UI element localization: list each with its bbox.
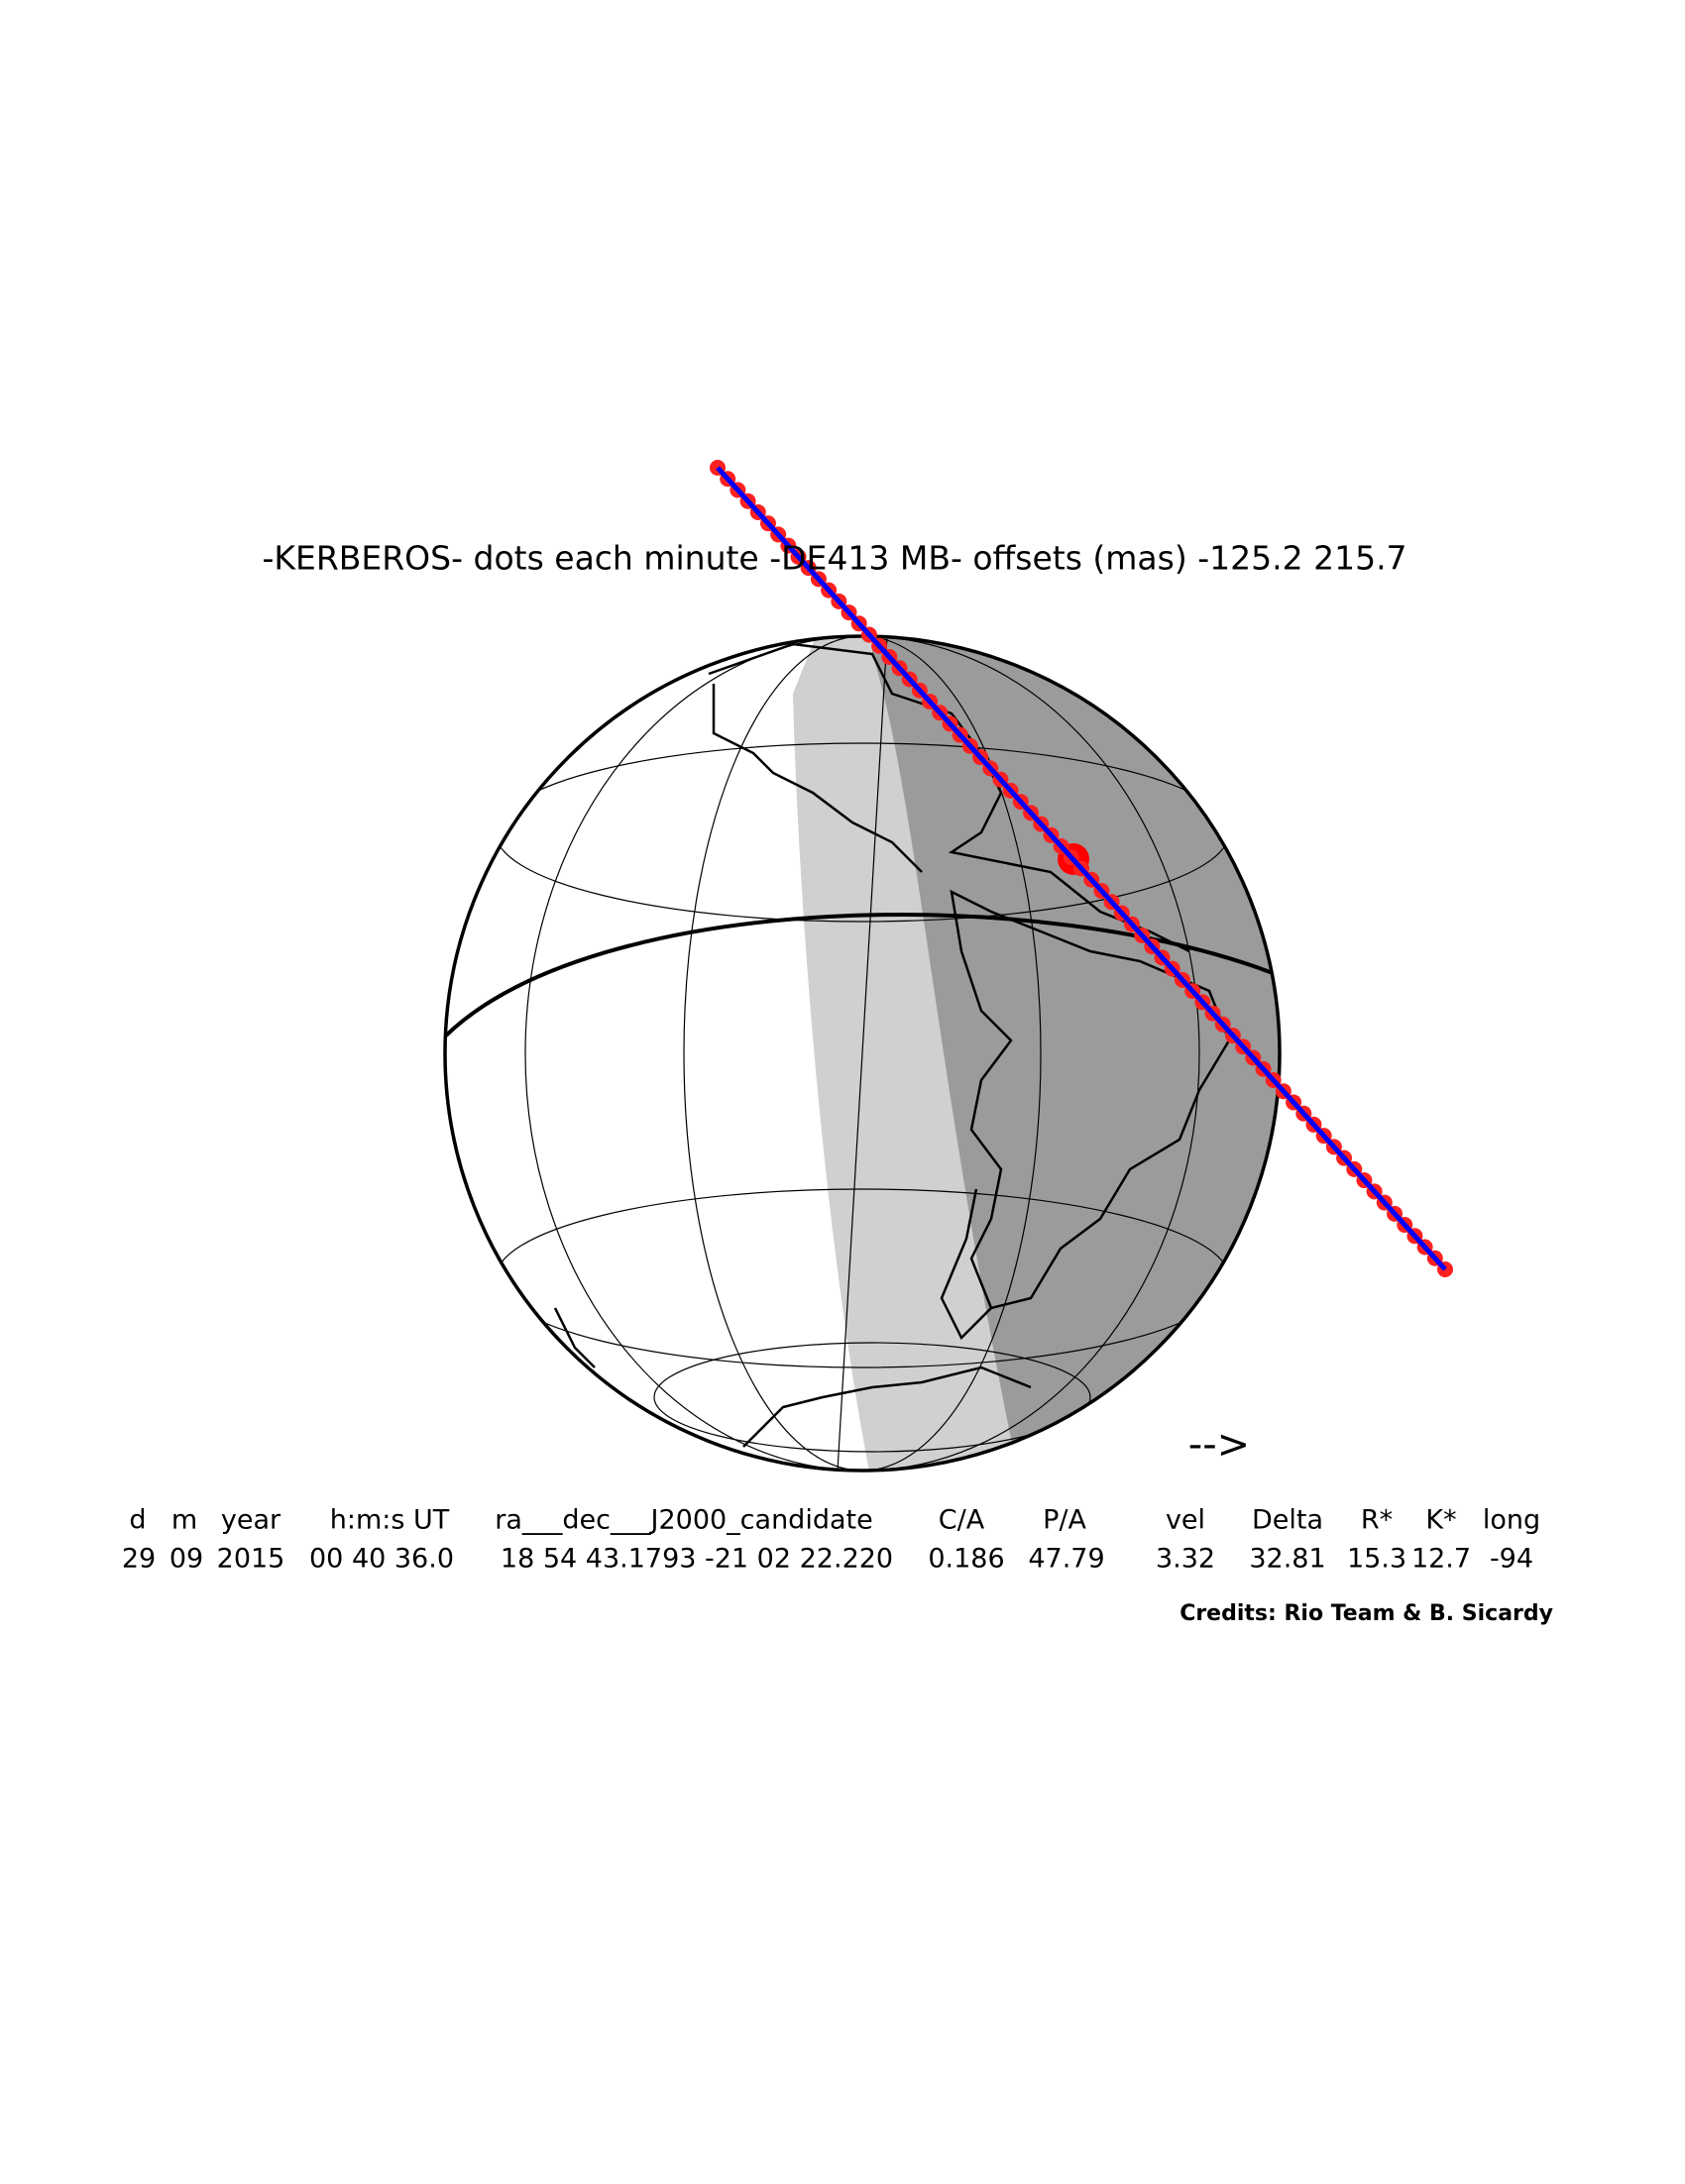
track-line: [716, 466, 1447, 1271]
cell: 29: [122, 1544, 156, 1575]
graticule: [495, 636, 1230, 1471]
column-header: year: [221, 1505, 281, 1536]
cell: 47.79: [1028, 1544, 1104, 1575]
globe: [443, 634, 1282, 1473]
meridian: [524, 636, 1200, 1471]
column-header: long: [1483, 1505, 1540, 1536]
cell: 15.3: [1347, 1544, 1406, 1575]
cell: 00 40 36.0: [309, 1544, 454, 1575]
column-header: C/A: [939, 1505, 985, 1536]
cell: 2015: [217, 1544, 285, 1575]
credits: Credits: Rio Team & B. Sicardy: [1180, 1601, 1553, 1626]
title: -KERBEROS- dots each minute -DE413 MB- o…: [262, 539, 1406, 578]
column-header: P/A: [1043, 1505, 1086, 1536]
coastlines: [553, 642, 1231, 1448]
cell: 0.186: [928, 1544, 1004, 1575]
column-header: h:m:s UT: [330, 1505, 450, 1536]
cell: -94: [1490, 1544, 1533, 1575]
cell: 12.7: [1411, 1544, 1471, 1575]
direction-arrow: -->: [1188, 1422, 1250, 1468]
table: d m year h:m:s UT ra___dec___J2000_candidate…: [122, 1505, 1540, 1575]
column-header: K*: [1425, 1505, 1456, 1536]
shadow-track: [710, 460, 1453, 1277]
column-header: m: [171, 1505, 197, 1536]
column-header: d: [129, 1505, 146, 1536]
meridian: [837, 636, 888, 1471]
cell: 09: [169, 1544, 203, 1575]
meridian: [683, 636, 1042, 1471]
cell: 18 54 43.1793 -21 02 22.220: [501, 1544, 893, 1575]
column-header: vel: [1166, 1505, 1205, 1536]
cell: 3.32: [1156, 1544, 1215, 1575]
column-header: ra___dec___J2000_candidate: [495, 1505, 872, 1536]
cell: 32.81: [1249, 1544, 1325, 1575]
column-header: R*: [1361, 1505, 1393, 1536]
column-header: Delta: [1252, 1505, 1323, 1536]
parallel: [653, 1342, 1091, 1453]
equator: [445, 913, 1280, 1037]
